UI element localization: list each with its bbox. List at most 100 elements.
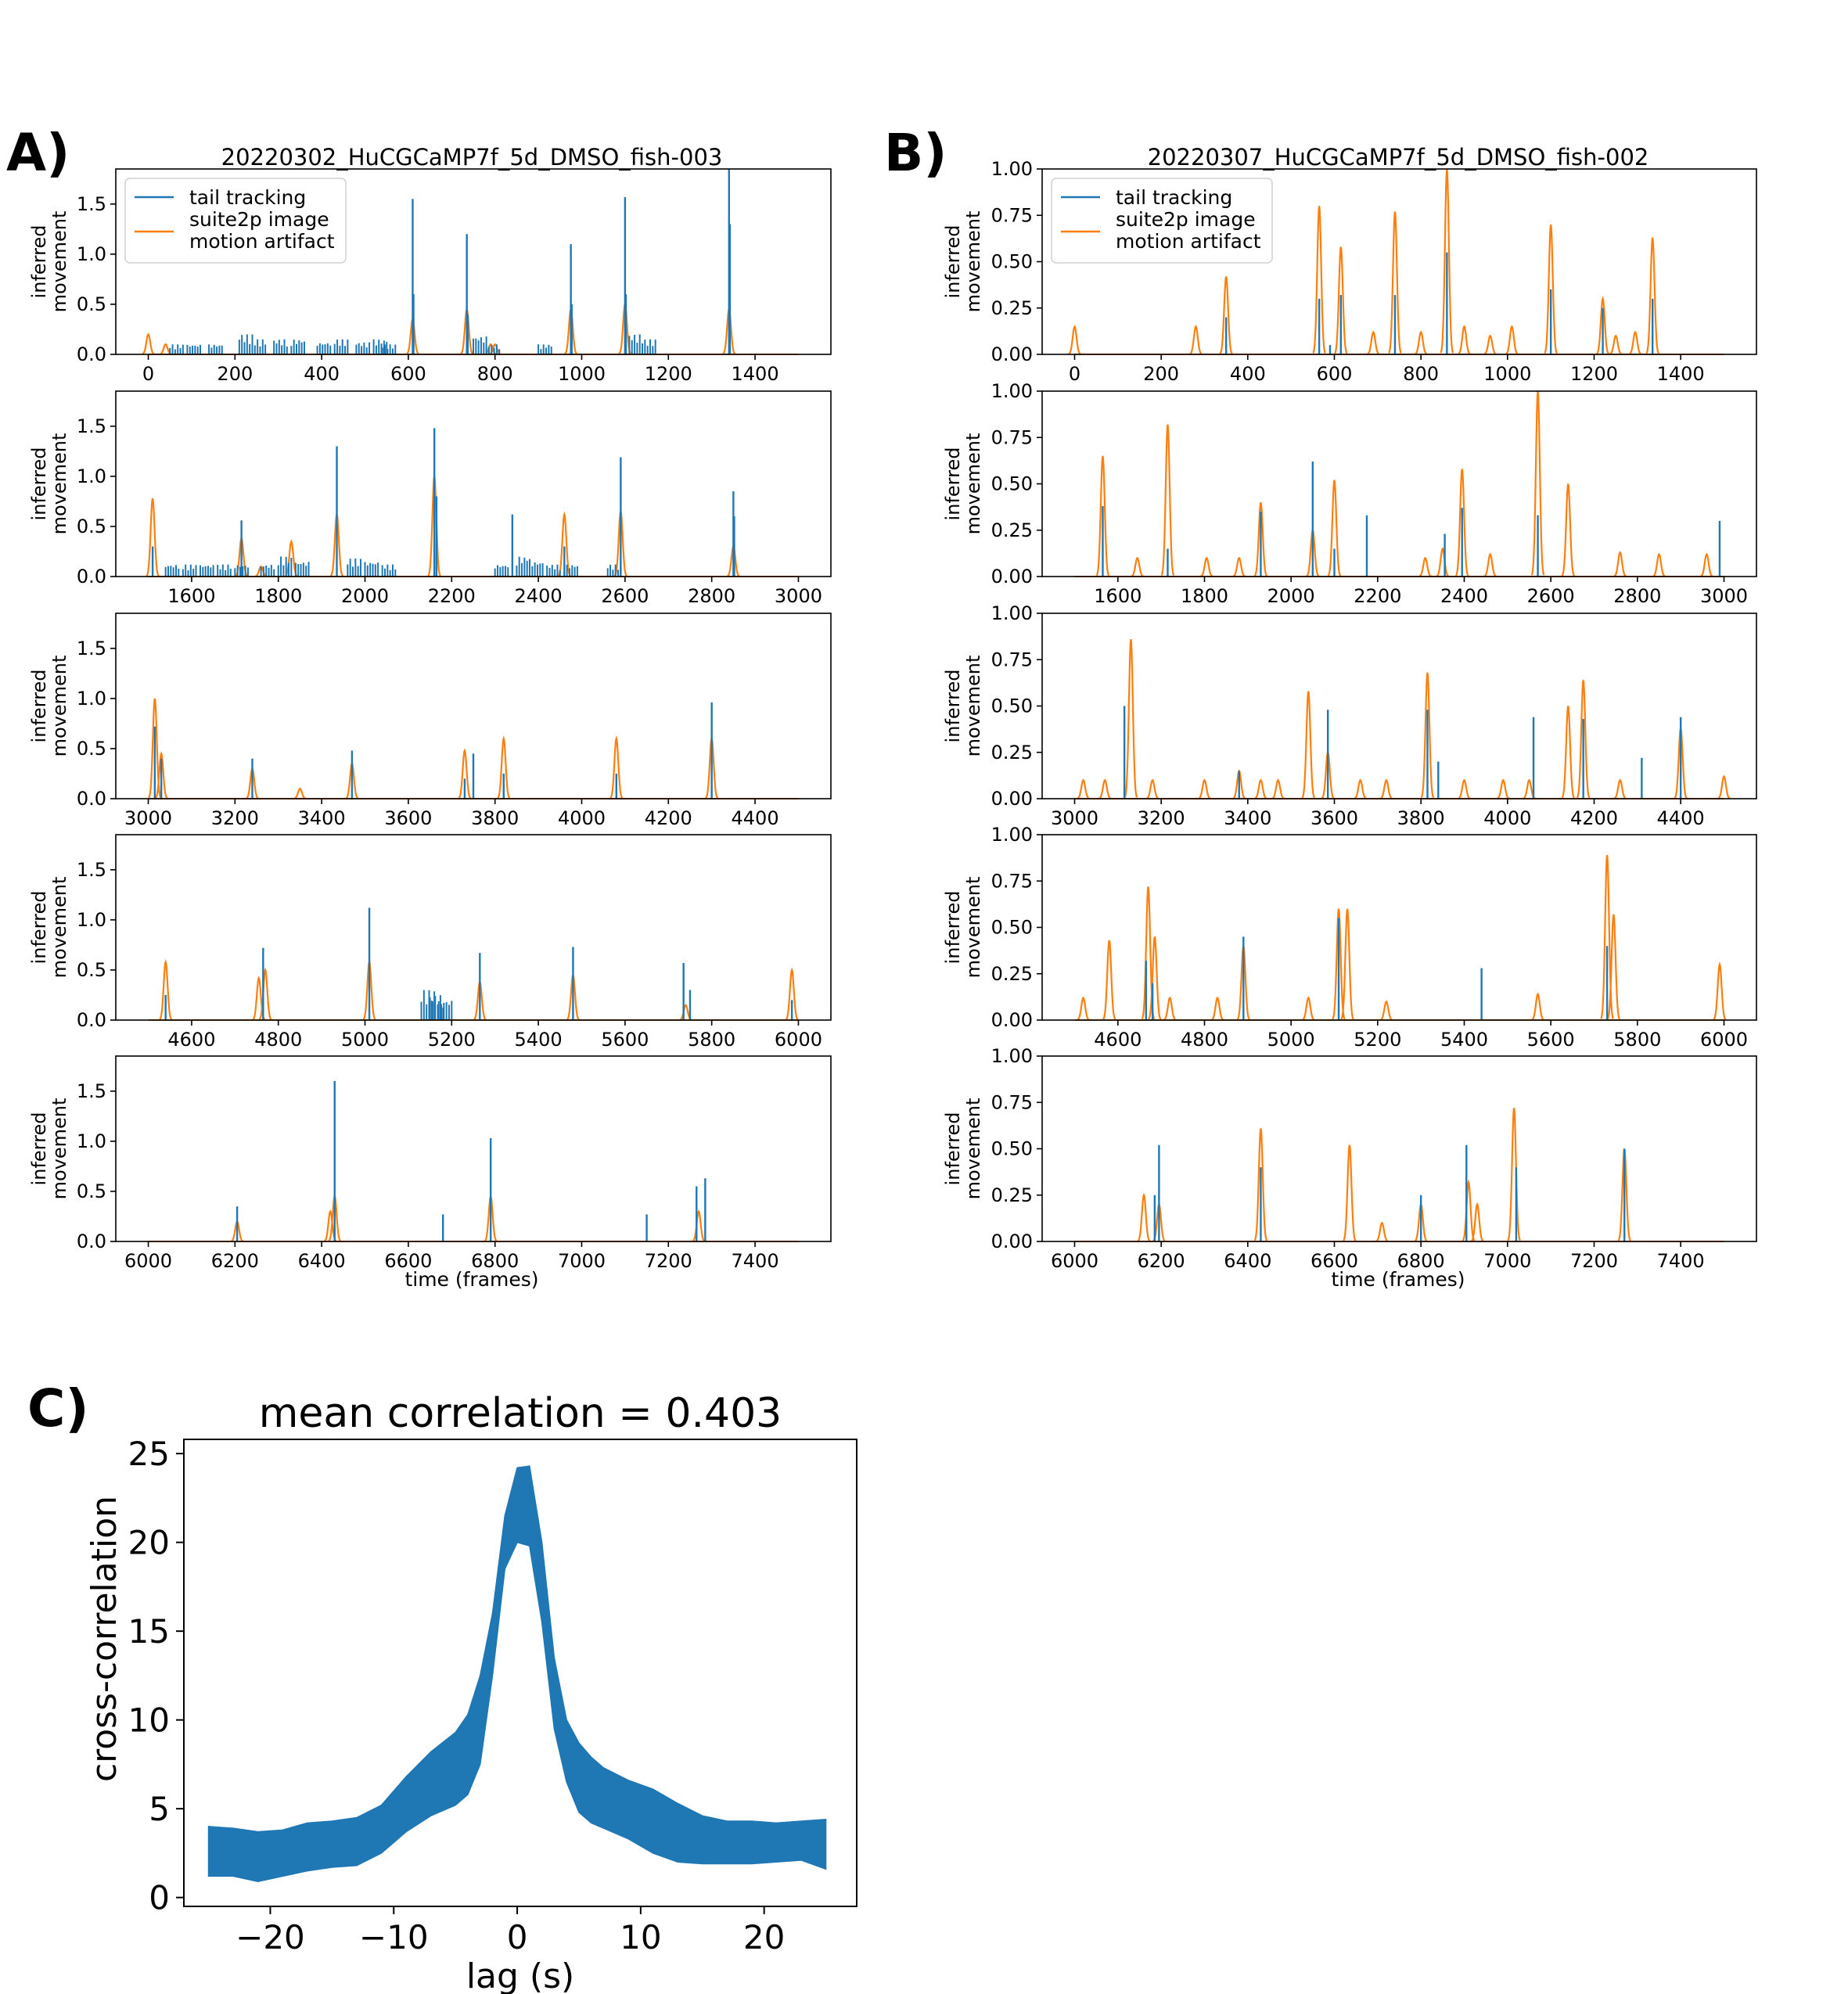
- artifact-peak: [1253, 501, 1268, 577]
- x-tick-label: 0: [1069, 363, 1080, 385]
- artifact-peak: [1343, 1144, 1357, 1241]
- c-y-tick-label: 20: [128, 1524, 170, 1562]
- y-axis-label: inferredmovement: [28, 656, 70, 757]
- y-tick-label: 1.5: [77, 638, 106, 659]
- x-tick-label: 1000: [558, 363, 606, 385]
- artifact-peak: [1613, 551, 1627, 577]
- y-axis-label-line: inferred: [28, 447, 50, 521]
- artifact-peak: [1137, 1192, 1151, 1242]
- x-tick-label: 7000: [1483, 1250, 1531, 1272]
- artifact-peak: [1561, 706, 1575, 799]
- c-y-tick-label: 25: [128, 1435, 170, 1473]
- y-tick-label: 0.75: [991, 426, 1033, 448]
- x-tick-label: 3400: [1224, 807, 1271, 829]
- panel-a-row-3: 0.0 0.5 1.0 1.5 3000 3200 3400 3600 3800 4000 4200…: [28, 613, 832, 829]
- y-axis-label-line: movement: [49, 1098, 70, 1200]
- y-axis-label: inferredmovement: [942, 433, 984, 535]
- artifact-peak: [1379, 778, 1393, 799]
- artifact-peak: [1483, 552, 1497, 577]
- y-axis-label-line: inferred: [28, 670, 50, 743]
- artifact-peak: [1334, 246, 1348, 354]
- x-tick-label: 7000: [558, 1250, 606, 1272]
- panel-a-row-1: 0.0 0.5 1.0 1.5 0 200 400 600 800 1000 1200 1400 inf…: [28, 168, 832, 385]
- x-tick-label: 3000: [1700, 585, 1748, 607]
- artifact-peak: [1219, 276, 1233, 354]
- artifact-peak: [1462, 1179, 1476, 1242]
- legend-label-line: motion artifact: [189, 230, 335, 253]
- x-tick-label: 2200: [428, 585, 476, 607]
- x-tick-label: 2400: [515, 585, 563, 607]
- axes-frame: [115, 613, 832, 799]
- artifact-peak: [1436, 547, 1450, 577]
- artifact-peak: [1095, 455, 1110, 577]
- y-tick-label: 0.00: [991, 1231, 1033, 1252]
- x-tick-label: 3200: [211, 807, 259, 829]
- panel-c-axes-frame: [183, 1439, 857, 1907]
- y-tick-label: 0.50: [991, 917, 1033, 939]
- artifact-peak: [1131, 556, 1144, 577]
- artifact-peak: [1700, 552, 1713, 577]
- y-tick-label: 0.25: [991, 519, 1033, 541]
- artifact-peak: [1507, 1108, 1521, 1241]
- panel-label-a: A): [6, 123, 70, 183]
- y-axis-label-line: movement: [49, 877, 70, 979]
- x-tick-label: 6000: [1700, 1029, 1748, 1051]
- artifact-peak: [1497, 778, 1510, 799]
- y-axis-label-line: inferred: [28, 225, 50, 299]
- x-tick-label: 200: [217, 363, 253, 385]
- panel-a-xlabel: time (frames): [404, 1268, 538, 1291]
- artifact-peak: [1713, 961, 1727, 1021]
- y-tick-label: 0.0: [77, 1231, 106, 1252]
- x-tick-label: 400: [304, 363, 340, 385]
- x-tick-label: 1800: [254, 585, 302, 607]
- y-tick-label: 1.0: [77, 465, 106, 487]
- artifact-peak: [1367, 330, 1380, 355]
- x-tick-label: 1200: [1570, 363, 1618, 385]
- artifact-peak: [1609, 334, 1623, 355]
- x-tick-label: 6800: [1397, 1250, 1445, 1272]
- artifact-peak: [1146, 778, 1159, 799]
- artifact-peak: [1561, 483, 1575, 577]
- y-tick-label: 0.5: [77, 293, 106, 315]
- y-tick-label: 1.5: [77, 415, 106, 437]
- artifact-peak: [458, 748, 472, 799]
- y-axis-label-line: inferred: [942, 225, 964, 299]
- x-tick-label: 7200: [1570, 1250, 1618, 1272]
- artifact-peak: [692, 1209, 706, 1242]
- artifact-peak: [1544, 224, 1558, 354]
- artifact-peak: [1163, 996, 1177, 1021]
- axes-frame: [115, 834, 832, 1021]
- y-tick-label: 0.5: [77, 959, 106, 981]
- y-tick-label: 0.75: [991, 204, 1033, 226]
- artifact-peak: [1531, 992, 1544, 1021]
- artifact-peak: [1628, 330, 1642, 355]
- x-tick-label: 6200: [211, 1250, 259, 1272]
- x-tick-label: 1800: [1181, 585, 1228, 607]
- y-tick-label: 0.5: [77, 1180, 106, 1202]
- x-tick-label: 1400: [732, 363, 779, 385]
- x-tick-label: 2600: [1527, 585, 1575, 607]
- y-tick-label: 1.00: [991, 158, 1033, 180]
- artifact-peak: [1606, 914, 1621, 1020]
- x-tick-label: 4400: [732, 807, 779, 829]
- artifact-peak: [1340, 908, 1354, 1020]
- x-tick-label: 5200: [1354, 1029, 1401, 1051]
- artifact-peak: [1717, 774, 1731, 799]
- axes-frame: [115, 1055, 832, 1242]
- panel-c-title: mean correlation = 0.403: [259, 1390, 782, 1437]
- x-tick-label: 3600: [384, 807, 432, 829]
- x-tick-label: 2800: [688, 585, 735, 607]
- y-tick-label: 1.5: [77, 1080, 106, 1102]
- plot-area: 0.00.51.01.50 200 400 600 800 1000 1200 1400inf…: [28, 158, 1757, 1956]
- panel-a-title: 20220302_HuCGCaMP7f_5d_DMSO_fish-003: [221, 144, 723, 171]
- panel-label-b: B): [884, 123, 947, 183]
- c-x-tick-label: 0: [507, 1918, 528, 1956]
- y-tick-label: 0.5: [77, 738, 106, 760]
- x-tick-label: 4400: [1657, 807, 1705, 829]
- y-tick-label: 1.00: [991, 824, 1033, 846]
- x-tick-label: 2800: [1613, 585, 1661, 607]
- x-tick-label: 4600: [167, 1029, 215, 1051]
- y-axis-label: inferredmovement: [28, 1098, 70, 1200]
